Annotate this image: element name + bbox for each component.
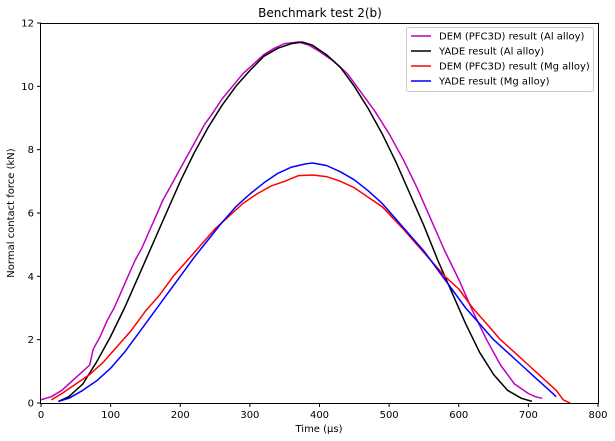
y-tick-label: 4 [28, 272, 34, 283]
x-tick-label: 800 [588, 410, 607, 421]
legend-label-3: DEM (PFC3D) result (Mg alloy) [439, 62, 590, 73]
legend: DEM (PFC3D) result (Al alloy) YADE result… [406, 27, 594, 92]
series-layer [41, 41, 571, 403]
chart-title: Benchmark test 2(b) [258, 6, 382, 20]
x-tick-label: 500 [380, 410, 399, 421]
x-tick-label: 300 [240, 410, 259, 421]
x-tick-label: 200 [171, 410, 190, 421]
y-tick-label: 12 [21, 19, 34, 30]
y-tick-label: 0 [28, 399, 34, 410]
y-tick-label: 8 [28, 145, 34, 156]
legend-label-4: YADE result (Mg alloy) [438, 77, 550, 88]
x-axis-ticks: 0 100 200 300 400 500 600 700 800 [38, 403, 608, 421]
x-tick-label: 600 [449, 410, 468, 421]
x-tick-label: 400 [310, 410, 329, 421]
series-line-2 [58, 41, 533, 403]
x-tick-label: 100 [101, 410, 120, 421]
legend-label-2: YADE result (Al alloy) [438, 47, 544, 58]
y-tick-label: 10 [21, 82, 34, 93]
x-tick-label: 0 [38, 410, 44, 421]
series-line-4 [58, 162, 557, 403]
x-tick-label: 700 [519, 410, 538, 421]
y-tick-label: 2 [28, 335, 34, 346]
y-tick-label: 6 [28, 209, 34, 220]
x-axis-title: Time (μs) [294, 424, 342, 435]
y-axis-title: Normal contact force (kN) [6, 148, 17, 277]
series-line-1 [41, 41, 543, 401]
series-line-3 [51, 174, 571, 403]
y-axis-ticks: 0 2 4 6 8 10 12 [21, 19, 41, 410]
legend-box [406, 27, 594, 92]
legend-label-1: DEM (PFC3D) result (Al alloy) [439, 32, 585, 43]
